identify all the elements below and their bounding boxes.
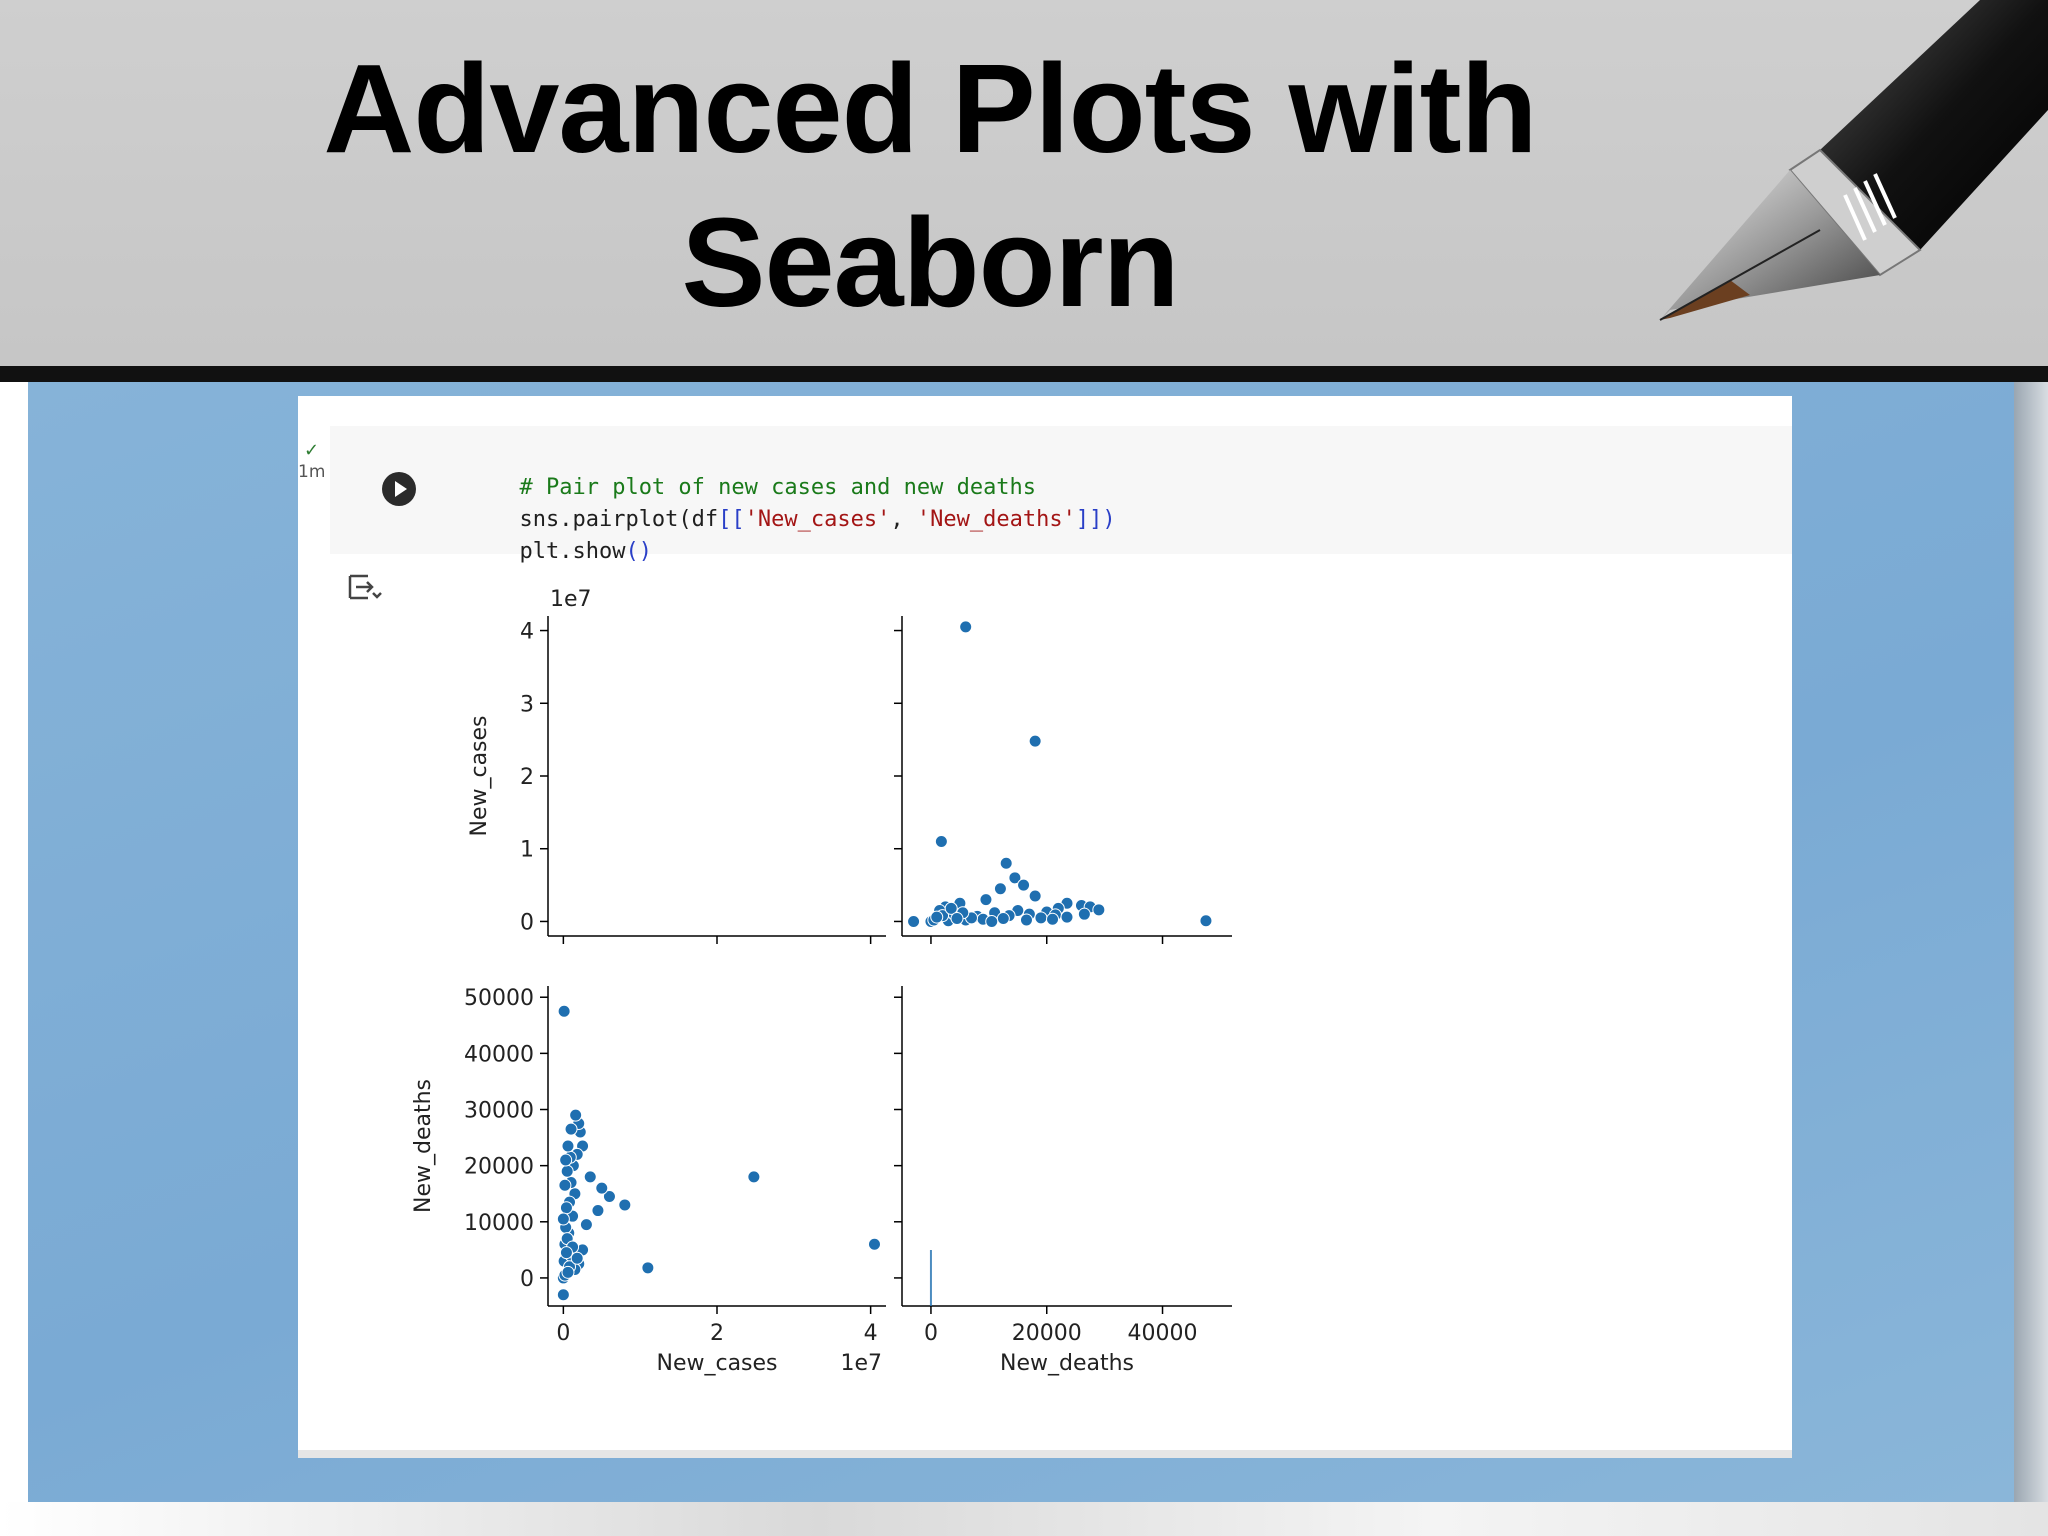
scatter-point xyxy=(559,1246,573,1260)
scatter-point xyxy=(559,1201,573,1215)
x-tick-label: 2 xyxy=(710,1321,724,1346)
scatter-point xyxy=(569,1108,583,1122)
scatter-point xyxy=(985,914,999,928)
x-tick-label: 0 xyxy=(556,1321,570,1346)
scatter-point xyxy=(1199,914,1213,928)
y-tick-label: 4 xyxy=(520,620,534,645)
fountain-pen-icon xyxy=(1659,0,2048,321)
scatter-point xyxy=(556,1288,570,1302)
x-offset-label: 1e7 xyxy=(840,1351,882,1376)
scatter-point xyxy=(560,1164,574,1178)
scatter-point xyxy=(618,1198,632,1212)
y-axis-label-new-deaths: New_deaths xyxy=(411,1079,436,1213)
scatter-point xyxy=(1028,734,1042,748)
scatter-point xyxy=(907,914,921,928)
code-show-call: plt.show xyxy=(519,539,626,564)
scatter-point xyxy=(1008,871,1022,885)
pairplot-chart: 0 1 2 3 4 0 10000 20000 30000 40000 50000 0 2 4 0 20000… xyxy=(411,587,1232,1376)
scatter-point xyxy=(570,1251,584,1265)
y-tick-label: 0 xyxy=(520,910,534,935)
x-tick-label: 20000 xyxy=(1012,1321,1082,1346)
y-tick-label: 40000 xyxy=(464,1042,534,1067)
x-tick-label: 40000 xyxy=(1128,1321,1198,1346)
code-comment: # Pair plot of new cases and new deaths xyxy=(519,475,1037,500)
scatter-point xyxy=(934,834,948,848)
scatter-point xyxy=(959,620,973,634)
y-tick-label: 0 xyxy=(520,1267,534,1292)
scatter-point xyxy=(564,1122,578,1136)
x-tick-label: 0 xyxy=(924,1321,938,1346)
scatter-point xyxy=(999,856,1013,870)
checkmark-icon: ✓ xyxy=(304,440,320,461)
y-tick-label: 1 xyxy=(520,838,534,863)
scatter-point xyxy=(556,1212,570,1226)
y-tick-label: 10000 xyxy=(464,1211,534,1236)
code-bracket-close: ]]) xyxy=(1075,507,1116,532)
notebook-bottom-edge xyxy=(298,1450,1792,1458)
code-string-cases: 'New_cases' xyxy=(744,507,891,532)
x-axis-label-new-cases: New_cases xyxy=(656,1351,777,1376)
scatter-point xyxy=(747,1170,761,1184)
scatter-point xyxy=(557,1004,571,1018)
scatter-point xyxy=(579,1218,593,1232)
scatter-point xyxy=(1019,913,1033,927)
scatter-point xyxy=(993,882,1007,896)
code-bracket-open: [[ xyxy=(718,507,745,532)
scatter-point xyxy=(1028,889,1042,903)
scatter-point xyxy=(583,1170,597,1184)
scatter-point xyxy=(1017,878,1031,892)
scatter-point xyxy=(930,910,944,924)
code-line-1: # Pair plot of new cases and new deaths xyxy=(440,440,1036,536)
scatter-point xyxy=(950,912,964,926)
code-call: sns.pairplot(df xyxy=(519,507,719,532)
code-show-parens: () xyxy=(625,539,652,564)
histogram-bar xyxy=(929,1250,932,1306)
scatter-point xyxy=(641,1261,655,1275)
code-line-3: plt.show() xyxy=(440,504,652,600)
scatter-point xyxy=(558,1178,572,1192)
y-tick-label: 3 xyxy=(520,692,534,717)
execution-time: 1m xyxy=(298,462,326,482)
y-tick-label: 2 xyxy=(520,765,534,790)
y-tick-label: 30000 xyxy=(464,1099,534,1124)
scatter-point xyxy=(1034,911,1048,925)
bottom-decoration xyxy=(0,1502,2048,1536)
scatter-point xyxy=(559,1153,573,1167)
panel-shadow xyxy=(2014,382,2048,1502)
scatter-point xyxy=(1092,903,1106,917)
scatter-point xyxy=(1060,910,1074,924)
scatter-point xyxy=(591,1204,605,1218)
x-axis-label-new-deaths: New_deaths xyxy=(1000,1351,1134,1376)
scatter-point xyxy=(561,1265,575,1279)
scatter-point xyxy=(944,901,958,915)
scatter-point xyxy=(602,1190,616,1204)
notebook-screenshot: ✓ 1m # Pair plot of new cases and new de… xyxy=(298,396,1792,1458)
code-separator: , xyxy=(890,507,917,532)
y-tick-label: 50000 xyxy=(464,986,534,1011)
y-tick-label: 20000 xyxy=(464,1155,534,1180)
scatter-point xyxy=(979,893,993,907)
scatter-point xyxy=(996,912,1010,926)
output-collapse-icon[interactable] xyxy=(346,572,382,602)
scatter-point xyxy=(595,1181,609,1195)
scatter-point xyxy=(1077,907,1091,921)
play-circle-icon[interactable] xyxy=(382,472,416,506)
code-line-2: sns.pairplot(df[['New_cases', 'New_death… xyxy=(440,472,1116,568)
scatter-point xyxy=(561,1139,575,1153)
header-divider xyxy=(0,366,2048,382)
scatter-point xyxy=(867,1237,881,1251)
scatter-point xyxy=(1046,912,1060,926)
code-string-deaths: 'New_deaths' xyxy=(916,507,1076,532)
slide-title-line1: Advanced Plots with xyxy=(323,38,1537,179)
y-offset-label: 1e7 xyxy=(550,587,592,612)
slide-title-line2: Seaborn xyxy=(681,192,1179,333)
slide-title: Advanced Plots with Seaborn xyxy=(190,32,1670,340)
x-tick-label: 4 xyxy=(864,1321,878,1346)
code-cell[interactable]: # Pair plot of new cases and new deaths … xyxy=(330,426,1792,564)
y-axis-label-new-cases: New_cases xyxy=(467,715,492,836)
